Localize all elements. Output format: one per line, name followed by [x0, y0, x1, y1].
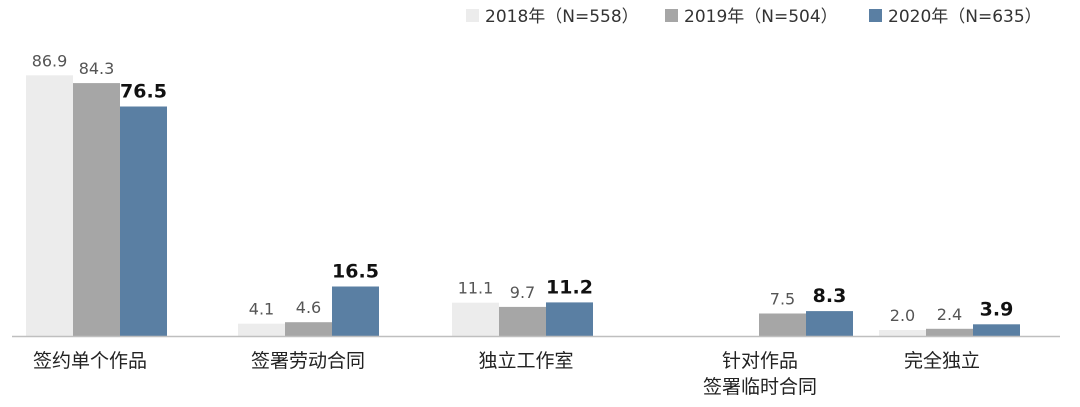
- category-label-4: 完全独立: [904, 350, 980, 372]
- value-label-0-2: 11.1: [458, 279, 494, 298]
- bar-0-1: [238, 323, 285, 336]
- bar-2-1: [332, 286, 379, 336]
- legend-label-2: 2020年（N=635）: [888, 7, 1042, 27]
- value-label-1-0: 84.3: [79, 59, 115, 78]
- category-label-2: 独立工作室: [478, 350, 573, 372]
- value-label-1-3: 7.5: [770, 290, 795, 309]
- value-label-2-3: 8.3: [813, 285, 847, 307]
- legend-swatch-0: [466, 9, 479, 22]
- bar-1-1: [285, 322, 332, 336]
- bar-1-3: [759, 313, 806, 336]
- value-label-2-4: 3.9: [980, 298, 1014, 320]
- value-label-1-4: 2.4: [937, 305, 962, 324]
- value-label-2-2: 11.2: [546, 276, 593, 298]
- bar-1-4: [926, 328, 973, 336]
- value-label-0-0: 86.9: [32, 51, 68, 70]
- bar-2-2: [546, 302, 593, 336]
- bar-1-2: [499, 306, 546, 336]
- bar-0-4: [879, 330, 926, 336]
- category-label-1: 签署劳动合同: [251, 350, 365, 372]
- category-label-0: 签约单个作品: [33, 350, 147, 372]
- bars: [26, 75, 1020, 337]
- bar-0-0: [26, 75, 73, 337]
- value-label-0-4: 2.0: [890, 306, 915, 325]
- bar-1-0: [73, 83, 120, 336]
- value-label-0-1: 4.1: [249, 300, 274, 319]
- value-label-1-1: 4.6: [296, 298, 321, 317]
- bar-2-4: [973, 324, 1020, 336]
- value-label-1-2: 9.7: [510, 283, 535, 302]
- value-label-2-0: 76.5: [120, 81, 167, 103]
- legend-swatch-2: [869, 9, 882, 22]
- bar-2-3: [806, 311, 853, 336]
- category-label-3-1: 签署临时合同: [703, 376, 817, 398]
- legend-swatch-1: [665, 9, 678, 22]
- bar-2-0: [120, 106, 167, 336]
- value-labels: 86.9 4.1 11.1 2.0 84.3 4.6 9.7 7.5 2.4 76.5 16.5 11…: [32, 51, 1014, 325]
- category-label-3-0: 针对作品: [722, 350, 798, 372]
- value-label-2-1: 16.5: [332, 261, 379, 283]
- legend: 2018年（N=558） 2019年（N=504） 2020年（N=635）: [466, 7, 1042, 27]
- legend-label-1: 2019年（N=504）: [684, 7, 838, 27]
- bar-0-2: [452, 302, 499, 336]
- legend-label-0: 2018年（N=558）: [485, 7, 639, 27]
